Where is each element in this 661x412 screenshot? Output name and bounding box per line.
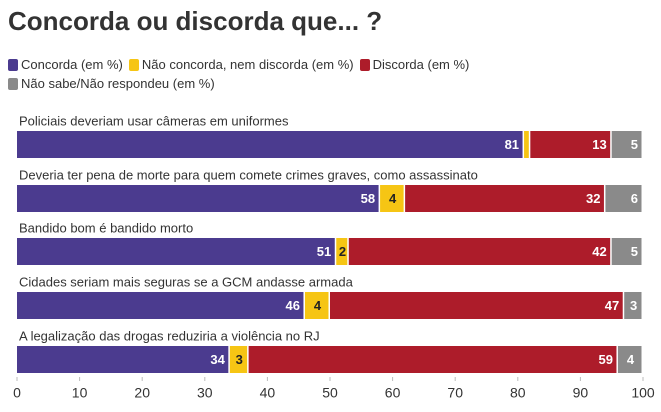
legend: Concorda (em %) Não concorda, nem discord…: [8, 56, 648, 92]
x-tick-label: 70: [447, 385, 463, 401]
legend-label: Concorda (em %): [21, 57, 123, 72]
legend-label: Não sabe/Não respondeu (em %): [21, 76, 215, 91]
bar-segment: [17, 238, 335, 265]
legend-label: Discorda (em %): [372, 57, 470, 72]
chart-title: Concorda ou discorda que... ?: [8, 6, 383, 36]
category-label: Policiais deveriam usar câmeras em unifo…: [19, 113, 289, 128]
category-label: A legalização das drogas reduziria a vio…: [19, 328, 320, 343]
legend-item: Não sabe/Não respondeu (em %): [8, 75, 215, 92]
value-label: 5: [631, 244, 638, 259]
bar-segment: [380, 185, 404, 212]
bar-segment: [17, 292, 304, 319]
legend-item: Discorda (em %): [359, 56, 470, 73]
bar-segment: [248, 346, 617, 373]
value-label: 3: [630, 298, 637, 313]
value-label: 59: [598, 352, 612, 367]
value-label: 58: [361, 191, 375, 206]
bar-segment: [524, 131, 529, 158]
legend-swatch: [128, 58, 139, 71]
value-label: 2: [339, 244, 346, 259]
value-label: 81: [505, 137, 519, 152]
value-label: 46: [285, 298, 299, 313]
category-label: Deveria ter pena de morte para quem come…: [19, 167, 478, 182]
legend-swatch: [359, 58, 370, 71]
bar-segment: [611, 238, 642, 265]
x-tick-label: 40: [260, 385, 276, 401]
value-label: 42: [592, 244, 606, 259]
bar-segment: [229, 346, 248, 373]
value-label: 51: [317, 244, 331, 259]
value-label: 4: [389, 191, 397, 206]
x-tick-label: 30: [197, 385, 213, 401]
bar-segment: [611, 131, 642, 158]
bar-segment: [336, 238, 348, 265]
category-label: Bandido bom é bandido morto: [19, 220, 193, 235]
value-label: 4: [314, 298, 322, 313]
bar-segment: [624, 292, 642, 319]
legend-label: Não concorda, nem discorda (em %): [141, 57, 354, 72]
value-label: 4: [627, 352, 635, 367]
legend-swatch: [8, 77, 18, 90]
bar-segment: [17, 185, 379, 212]
bar-segment: [17, 131, 523, 158]
category-label: Cidades seriam mais seguras se a GCM and…: [19, 274, 354, 289]
bar-segment: [304, 292, 329, 319]
value-label: 6: [631, 191, 638, 206]
legend-item: Concorda (em %): [8, 56, 123, 73]
bar-segment: [405, 185, 604, 212]
bar-segment: [330, 292, 623, 319]
bar-segment: [348, 238, 611, 265]
x-tick-label: 20: [134, 385, 150, 401]
legend-item: Não concorda, nem discorda (em %): [128, 56, 354, 73]
x-tick-label: 10: [72, 385, 88, 401]
x-tick-label: 0: [13, 385, 21, 401]
value-label: 32: [586, 191, 600, 206]
x-tick-label: 60: [385, 385, 401, 401]
bar-segment: [617, 346, 642, 373]
legend-swatch: [8, 58, 18, 71]
x-tick-label: 80: [510, 385, 526, 401]
value-label: 34: [210, 352, 225, 367]
x-tick-label: 50: [322, 385, 338, 401]
value-label: 47: [605, 298, 619, 313]
bar-segment: [17, 346, 229, 373]
value-label: 13: [592, 137, 606, 152]
x-tick-label: 90: [573, 385, 589, 401]
value-label: 5: [631, 137, 638, 152]
x-tick-label: 100: [631, 385, 655, 401]
bar-segment: [605, 185, 642, 212]
bar-segment: [530, 131, 611, 158]
value-label: 3: [236, 352, 243, 367]
